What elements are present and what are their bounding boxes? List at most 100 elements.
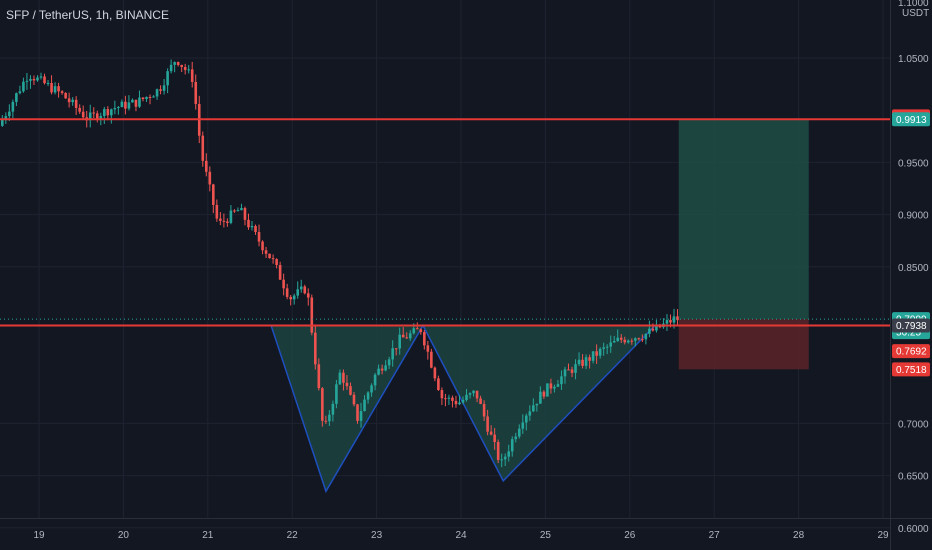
candle-body	[190, 69, 194, 82]
candle-body	[387, 359, 391, 366]
candle-body	[588, 357, 591, 361]
candle-body	[53, 86, 57, 93]
candle-body	[482, 403, 486, 417]
price-tag-gray: 0.7938	[892, 318, 930, 333]
candle-body	[401, 334, 405, 338]
candle-body	[619, 337, 623, 340]
target-zone	[678, 119, 809, 320]
candle-body	[15, 93, 18, 102]
candle-body	[4, 116, 8, 120]
candle-body	[92, 112, 96, 114]
candle-body	[461, 399, 465, 403]
candle-body	[29, 78, 32, 81]
candle-body	[173, 62, 176, 65]
candle-body	[528, 411, 532, 416]
time-tick-label: 24	[455, 530, 467, 541]
candle-body	[669, 320, 672, 323]
price-tag-green: 0.9913	[892, 112, 930, 127]
candle-body	[285, 288, 289, 297]
candle-body	[32, 78, 36, 81]
candle-body	[521, 422, 525, 429]
candle-body	[342, 372, 345, 383]
candle-body	[648, 328, 651, 334]
candle-body	[549, 383, 553, 389]
candle-body	[226, 221, 229, 223]
candle-body	[71, 99, 74, 103]
candle-body	[110, 109, 113, 116]
price-tag-box	[892, 318, 930, 333]
candle-body	[359, 411, 363, 421]
price-tick-label: 0.9000	[898, 211, 929, 222]
candle-body	[637, 338, 641, 340]
candle-body	[117, 107, 120, 109]
candle-body	[433, 367, 437, 379]
candle-body	[391, 348, 394, 360]
price-tag-text: 0.7518	[896, 365, 927, 376]
time-tick-label: 25	[540, 530, 552, 541]
candle-body	[331, 403, 335, 415]
candle-body	[39, 76, 43, 78]
candle-body	[503, 456, 507, 460]
candle-body	[514, 436, 518, 440]
price-tag-box	[892, 344, 930, 359]
candle-body	[479, 398, 482, 404]
candle-body	[22, 81, 25, 92]
candle-body	[236, 210, 240, 212]
candle-body	[415, 328, 419, 330]
candle-body	[405, 337, 409, 339]
candle-body	[321, 388, 324, 421]
candle-body	[296, 289, 300, 296]
candle-body	[546, 383, 549, 397]
candle-body	[345, 382, 349, 387]
candle-body	[148, 96, 152, 98]
candle-body	[120, 101, 124, 108]
candle-body	[127, 102, 131, 109]
price-tick-label: 0.8500	[898, 263, 929, 274]
candle-body	[560, 376, 563, 385]
candle-body	[74, 99, 78, 108]
candle-body	[616, 337, 620, 341]
price-tag-text: 0.7938	[896, 321, 927, 332]
candle-body	[567, 369, 570, 371]
price-tag-text: 0.7692	[896, 347, 927, 358]
candle-body	[204, 160, 208, 172]
candle-body	[25, 80, 29, 82]
time-tick-label: 28	[793, 530, 805, 541]
candle-body	[510, 439, 514, 452]
candle-body	[99, 116, 103, 120]
candle-body	[426, 345, 430, 352]
time-tick-label: 26	[624, 530, 636, 541]
candle-body	[574, 364, 577, 373]
candle-body	[289, 296, 292, 300]
candle-body	[468, 393, 472, 395]
candle-body	[335, 384, 338, 404]
candle-body	[194, 81, 198, 104]
candle-body	[219, 218, 222, 221]
candle-body	[398, 334, 402, 349]
candle-body	[373, 374, 377, 386]
candle-body	[124, 101, 127, 109]
price-tag-box	[892, 362, 930, 377]
candle-body	[472, 390, 475, 394]
candle-body	[581, 359, 584, 366]
candle-body	[306, 293, 310, 298]
candle-body	[257, 232, 261, 242]
candle-body	[641, 339, 644, 341]
candle-body	[187, 69, 191, 71]
price-tick-label-top: 1.1000	[898, 0, 929, 9]
candle-body	[517, 428, 521, 437]
candle-body	[212, 184, 215, 205]
candle-body	[60, 91, 64, 93]
candle-body	[454, 400, 458, 405]
candle-body	[264, 250, 268, 254]
candle-body	[591, 351, 595, 361]
candle-body	[229, 210, 233, 223]
candle-body	[50, 82, 53, 93]
candle-body	[363, 399, 366, 412]
candle-body	[595, 351, 598, 356]
candle-body	[644, 333, 648, 340]
candle-body	[57, 86, 60, 92]
time-tick-label: 27	[709, 530, 721, 541]
